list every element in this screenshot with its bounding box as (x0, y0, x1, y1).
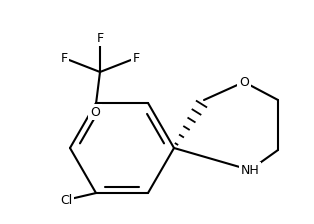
Text: F: F (133, 52, 139, 65)
Text: Cl: Cl (60, 194, 72, 207)
Text: F: F (96, 32, 104, 45)
Text: O: O (239, 75, 249, 88)
Text: F: F (60, 52, 68, 65)
Text: NH: NH (241, 164, 259, 177)
Text: O: O (90, 106, 100, 118)
